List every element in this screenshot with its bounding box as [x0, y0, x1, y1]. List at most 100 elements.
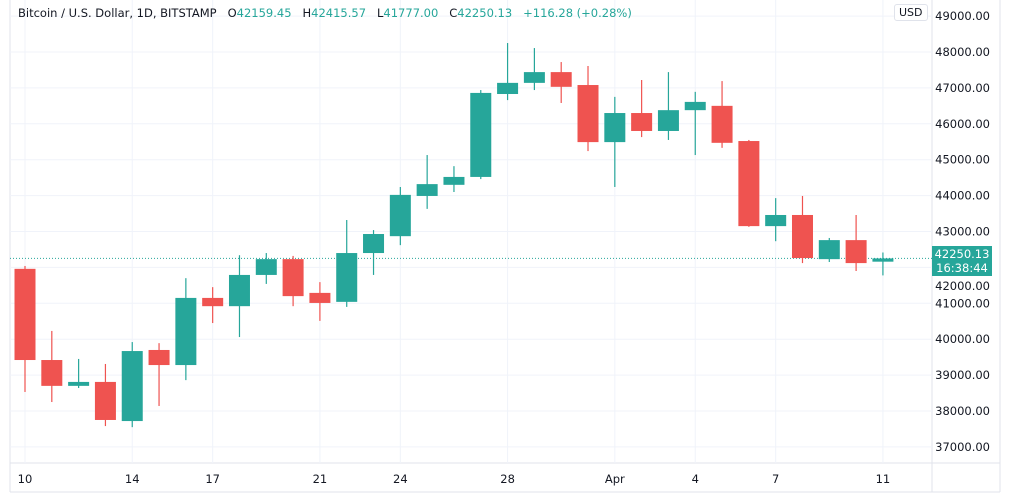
time-axis[interactable]: 10 14 17 21 24 28 Apr 4 7 11 — [18, 472, 891, 486]
candle-body — [94, 381, 116, 420]
candle — [684, 91, 706, 156]
candle-body — [765, 214, 787, 227]
y-tick-label: 39000.00 — [935, 368, 990, 382]
candle-body — [470, 92, 492, 177]
candle — [497, 43, 519, 101]
candle — [94, 363, 116, 427]
y-tick-label: 48000.00 — [935, 45, 990, 59]
candle — [818, 237, 840, 263]
candle-body — [416, 184, 438, 196]
candle-body — [389, 194, 411, 237]
candle-body — [684, 101, 706, 111]
x-tick-label: 10 — [18, 472, 33, 486]
y-tick-label: 45000.00 — [935, 153, 990, 167]
y-tick-label: 49000.00 — [935, 9, 990, 23]
candle — [443, 166, 465, 193]
candle — [389, 186, 411, 246]
candle — [604, 96, 626, 187]
candle-body — [228, 274, 250, 307]
change-value: +116.28 (+0.28%) — [523, 6, 632, 20]
close-label: C — [449, 6, 458, 20]
candle — [845, 214, 867, 271]
y-tick-label: 44000.00 — [935, 189, 990, 203]
high-value: 42415.57 — [311, 6, 367, 20]
candle — [175, 278, 197, 381]
candle — [336, 220, 358, 307]
candle-body — [523, 72, 545, 83]
candle — [148, 343, 170, 406]
last-price-value: 42250.13 — [934, 247, 990, 261]
candles — [14, 43, 894, 428]
candle-body — [738, 141, 760, 227]
open-value: 42159.45 — [236, 6, 292, 20]
close-value: 42250.13 — [457, 6, 513, 20]
y-tick-label: 42000.00 — [935, 279, 990, 293]
candle — [711, 81, 733, 148]
x-tick-label: 7 — [772, 472, 779, 486]
candle-body — [711, 105, 733, 143]
candle — [121, 342, 143, 428]
candle-body — [363, 234, 385, 254]
x-tick-label: 11 — [876, 472, 891, 486]
bar-countdown: 16:38:44 — [936, 261, 988, 275]
candle-body — [657, 110, 679, 131]
low-label: L — [377, 6, 384, 20]
candle — [14, 265, 36, 392]
candle-body — [443, 176, 465, 185]
candle — [765, 198, 787, 242]
symbol-title: Bitcoin / U.S. Dollar, 1D, BITSTAMP — [18, 6, 217, 20]
y-tick-label: 43000.00 — [935, 225, 990, 239]
candle-body — [202, 297, 224, 307]
y-tick-label: 40000.00 — [935, 332, 990, 346]
candle — [309, 282, 331, 321]
open-label: O — [227, 6, 237, 20]
candle-body — [818, 240, 840, 260]
candle — [631, 80, 653, 138]
x-tick-label: 14 — [125, 472, 140, 486]
last-price-label: 42250.13 16:38:44 — [932, 246, 992, 276]
candle-body — [550, 72, 572, 87]
candle — [470, 90, 492, 180]
candle — [791, 195, 813, 264]
candle-body — [14, 268, 36, 361]
candle — [228, 255, 250, 338]
chart-legend: Bitcoin / U.S. Dollar, 1D, BITSTAMP O421… — [18, 6, 632, 20]
candle-body — [282, 259, 304, 297]
x-tick-label: 17 — [205, 472, 220, 486]
candle — [738, 139, 760, 227]
candle-body — [791, 214, 813, 259]
currency-badge[interactable]: USD — [894, 4, 928, 21]
candle-body — [336, 253, 358, 302]
candle-body — [577, 85, 599, 143]
y-tick-label: 38000.00 — [935, 404, 990, 418]
x-tick-label: 21 — [313, 472, 328, 486]
candle-body — [497, 82, 519, 95]
candle — [577, 66, 599, 152]
low-value: 41777.00 — [383, 6, 439, 20]
candle-body — [68, 381, 90, 386]
candle — [550, 62, 572, 103]
candle-body — [845, 240, 867, 264]
candle — [363, 230, 385, 275]
y-tick-label: 41000.00 — [935, 296, 990, 310]
candle-body — [631, 113, 653, 131]
y-tick-label: 37000.00 — [935, 440, 990, 454]
candle — [523, 48, 545, 91]
candle — [872, 252, 894, 276]
candle-body — [604, 113, 626, 143]
candle-body — [175, 297, 197, 366]
y-tick-label: 47000.00 — [935, 81, 990, 95]
candle-body — [41, 360, 63, 386]
x-tick-label: Apr — [605, 472, 625, 486]
x-tick-label: 4 — [692, 472, 699, 486]
candle — [282, 255, 304, 307]
x-tick-label: 28 — [500, 472, 515, 486]
candle — [202, 287, 224, 324]
candle-body — [309, 292, 331, 303]
candle — [657, 72, 679, 140]
candle-body — [255, 259, 277, 275]
candle — [255, 253, 277, 284]
price-axis[interactable]: 37000.00 38000.00 39000.00 40000.00 41000.00… — [935, 9, 990, 454]
candle-body — [148, 349, 170, 366]
